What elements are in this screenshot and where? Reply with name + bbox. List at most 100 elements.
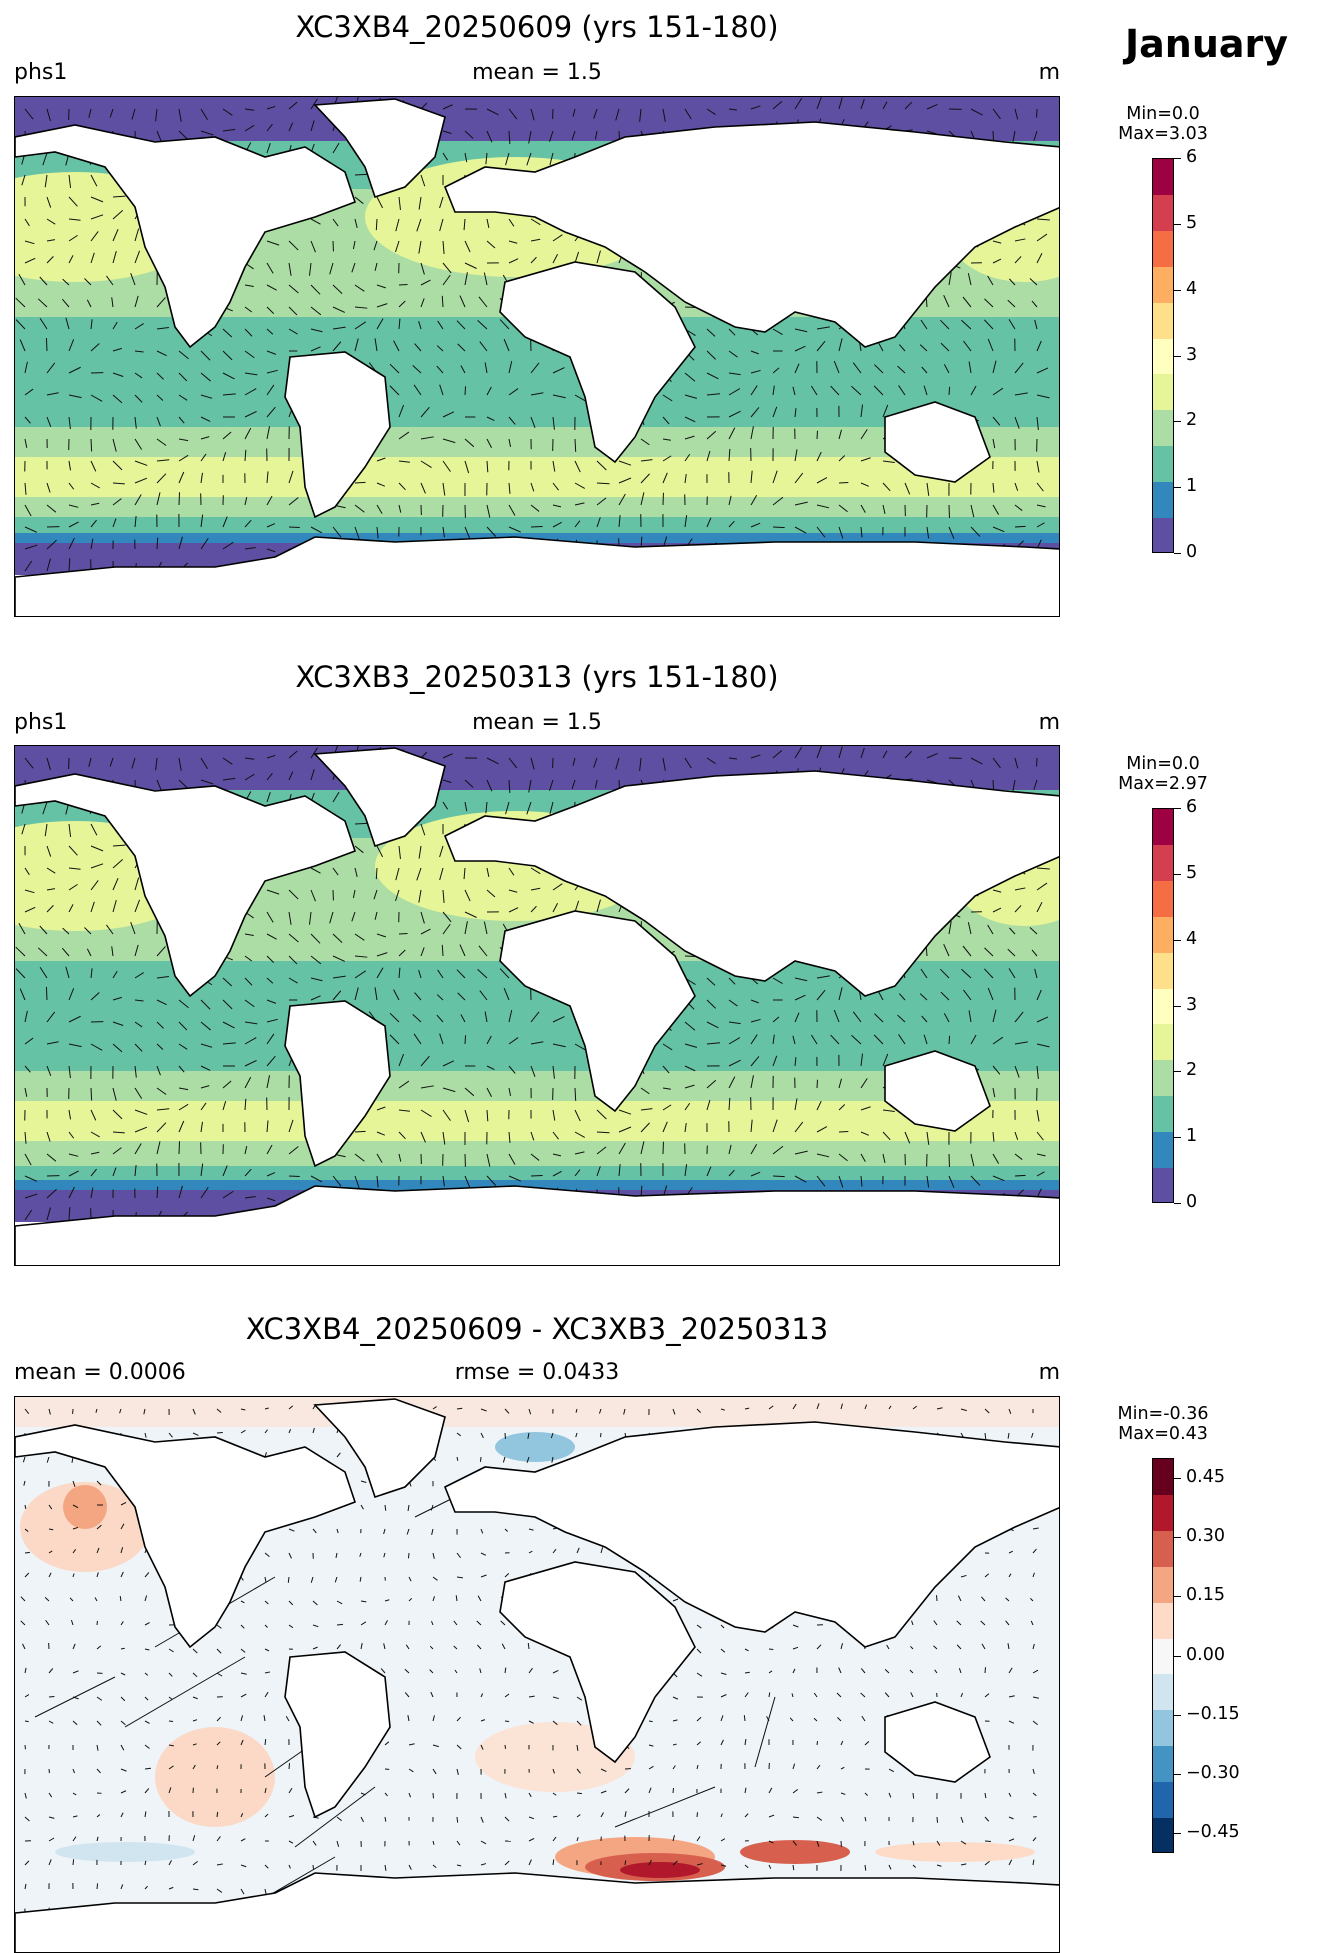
colorbar-band <box>1153 1674 1173 1710</box>
wind-arrow <box>465 386 466 395</box>
panel-3-units-label: m <box>14 1360 1060 1385</box>
colorbar-tick-label: −0.30 <box>1186 1763 1240 1783</box>
colorbar-tick-label: 2 <box>1186 1060 1197 1080</box>
panel-2-max-label: Max=2.97 <box>1103 774 1223 794</box>
colorbar-tick-mark <box>1174 553 1181 554</box>
colorbar-band <box>1153 1096 1173 1132</box>
colorbar-band <box>1153 1495 1173 1531</box>
wind-arrow <box>1015 526 1026 527</box>
wind-arrow <box>25 1552 30 1553</box>
wind-arrow <box>480 1457 481 1462</box>
colorbar-tick-mark <box>1174 158 1181 159</box>
colorbar-band <box>1153 917 1173 953</box>
colorbar-band <box>1153 303 1173 339</box>
wind-arrow <box>91 1088 92 1100</box>
colorbar-tick-mark <box>1174 1774 1181 1775</box>
colorbar-band <box>1153 1459 1173 1495</box>
colorbar-tick-mark <box>1174 1596 1181 1597</box>
wind-arrow <box>46 338 47 351</box>
colorbar-tick-label: 1 <box>1186 1126 1197 1146</box>
wind-arrow <box>673 1788 674 1793</box>
wind-arrow <box>577 1793 582 1794</box>
wind-arrow <box>773 527 785 528</box>
colorbar-tick-label: 4 <box>1186 279 1197 299</box>
colorbar-tick-mark <box>1174 940 1181 941</box>
colorbar-tick-label: 3 <box>1186 345 1197 365</box>
colorbar-tick-mark <box>1174 224 1181 225</box>
panel-2-map-svg <box>15 746 1060 1266</box>
wind-arrow <box>505 1745 506 1749</box>
wind-arrow <box>817 1741 818 1745</box>
colorbar-tick-label: 0.00 <box>1186 1645 1225 1665</box>
wind-arrow <box>769 1692 770 1697</box>
panel-1-colorbar <box>1152 158 1174 553</box>
month-title: January <box>1125 22 1305 66</box>
colorbar-band <box>1153 1060 1173 1096</box>
colorbar-tick-label: 1 <box>1186 476 1197 496</box>
wind-arrow <box>355 823 367 824</box>
wind-arrow <box>575 1088 576 1101</box>
colorbar-band <box>1153 1639 1173 1675</box>
wind-arrow <box>744 1715 745 1721</box>
colorbar-band <box>1153 1782 1173 1818</box>
wind-arrow <box>553 1816 557 1817</box>
wind-arrow <box>769 1649 773 1650</box>
wind-arrow <box>457 1817 458 1823</box>
panel-3-map <box>14 1396 1060 1953</box>
colorbar-tick-mark <box>1174 356 1181 357</box>
wind-arrow <box>408 1553 409 1558</box>
panel-1-title: XC3XB4_20250609 (yrs 151-180) <box>14 10 1060 44</box>
panel-1-units-label: m <box>14 60 1060 85</box>
colorbar-band <box>1153 1603 1173 1639</box>
wind-arrow <box>355 482 366 483</box>
wind-arrow <box>575 439 576 452</box>
wind-arrow <box>773 1176 785 1177</box>
wind-arrow <box>376 868 377 879</box>
wind-arrow <box>913 1793 914 1799</box>
wind-arrow <box>949 387 950 395</box>
colorbar-tick-mark <box>1174 1478 1181 1479</box>
wind-arrow <box>193 1889 198 1890</box>
panel-1-max-label: Max=3.03 <box>1103 124 1223 144</box>
colorbar-band <box>1153 1746 1173 1782</box>
colorbar-tick-label: 0.15 <box>1186 1585 1225 1605</box>
wind-arrow <box>949 1036 950 1044</box>
colorbar-band <box>1153 809 1173 845</box>
colorbar-tick-mark <box>1174 1006 1181 1007</box>
colorbar-tick-mark <box>1174 1203 1181 1204</box>
panel-2-min-label: Min=0.0 <box>1103 754 1223 774</box>
colorbar-band <box>1153 1024 1173 1060</box>
colorbar-tick-mark <box>1174 290 1181 291</box>
colorbar-band <box>1153 989 1173 1025</box>
panel-3-colorbar <box>1152 1458 1174 1853</box>
colorbar-tick-label: 4 <box>1186 929 1197 949</box>
colorbar-tick-label: 5 <box>1186 863 1197 883</box>
colorbar-tick-mark <box>1174 1715 1181 1716</box>
wind-arrow <box>179 492 180 505</box>
wind-arrow <box>91 439 92 451</box>
colorbar-tick-label: 0 <box>1186 1192 1197 1212</box>
colorbar-band <box>1153 518 1173 553</box>
wind-arrow <box>1015 1175 1026 1176</box>
colorbar-tick-label: 6 <box>1186 797 1197 817</box>
wind-arrow <box>745 1672 750 1673</box>
colorbar-band <box>1153 159 1173 195</box>
wind-arrow <box>355 1131 366 1132</box>
colorbar-tick-label: 0.30 <box>1186 1526 1225 1546</box>
wind-arrow <box>46 987 47 1000</box>
wind-arrow <box>937 1817 938 1823</box>
colorbar-tick-mark <box>1174 487 1181 488</box>
panel-2-map <box>14 745 1060 1266</box>
panel-3-max-label: Max=0.43 <box>1103 1424 1223 1444</box>
wind-arrow <box>985 1841 991 1842</box>
colorbar-band <box>1153 446 1173 482</box>
wind-arrow <box>337 1624 343 1625</box>
wind-arrow <box>376 219 377 230</box>
colorbar-band <box>1153 1132 1173 1168</box>
panel-2-title: XC3XB3_20250313 (yrs 151-180) <box>14 660 1060 694</box>
wind-arrow <box>465 1035 466 1044</box>
colorbar-band <box>1153 1818 1173 1853</box>
